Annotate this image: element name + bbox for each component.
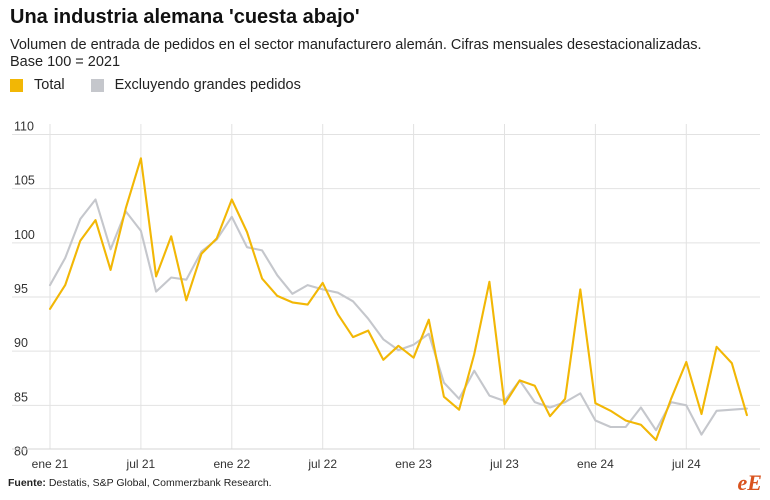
y-tick-label-5: 105 (14, 174, 35, 188)
legend-item-total: Total (10, 77, 65, 93)
brand-logo: eE (737, 470, 762, 495)
legend-item-excl: Excluyendo grandes pedidos (90, 77, 301, 93)
x-tick-label-2: ene 22 (213, 457, 250, 471)
y-tick-label-3: 95 (14, 282, 28, 296)
y-tick-label-0: 80 (14, 445, 28, 459)
chart-subtitle: Volumen de entrada de pedidos en el sect… (10, 37, 750, 71)
source-label: Fuente: (8, 477, 46, 489)
y-tick-label-4: 100 (14, 228, 35, 242)
legend-label-excl: Excluyendo grandes pedidos (114, 77, 301, 93)
x-tick-label-4: ene 23 (395, 457, 432, 471)
legend-label-total: Total (34, 77, 65, 93)
legend-swatch-excl (90, 78, 104, 92)
source-text: Destatis, S&P Global, Commerzbank Resear… (45, 477, 272, 489)
x-tick-label-0: ene 21 (32, 457, 69, 471)
x-tick-label-6: ene 24 (577, 457, 614, 471)
x-tick-label-3: jul 22 (307, 457, 337, 471)
y-tick-label-6: 110 (14, 120, 34, 134)
x-tick-label-7: jul 24 (671, 457, 701, 471)
x-tick-label-5: jul 23 (489, 457, 519, 471)
y-tick-label-2: 90 (14, 336, 28, 350)
x-tick-label-1: jul 21 (126, 457, 156, 471)
legend-swatch-total (10, 78, 23, 92)
source-note: Fuente: Destatis, S&P Global, Commerzban… (8, 477, 272, 489)
subtitle-line-1: Volumen de entrada de pedidos en el sect… (10, 37, 702, 53)
y-tick-label-1: 85 (14, 390, 28, 404)
chart-title: Una industria alemana 'cuesta abajo' (10, 6, 360, 28)
series-line-excl (48, 198, 748, 436)
subtitle-line-2: Base 100 = 2021 (10, 54, 121, 70)
chart-legend: Total Excluyendo grandes pedidos (10, 77, 327, 93)
series-line-total (48, 157, 748, 442)
